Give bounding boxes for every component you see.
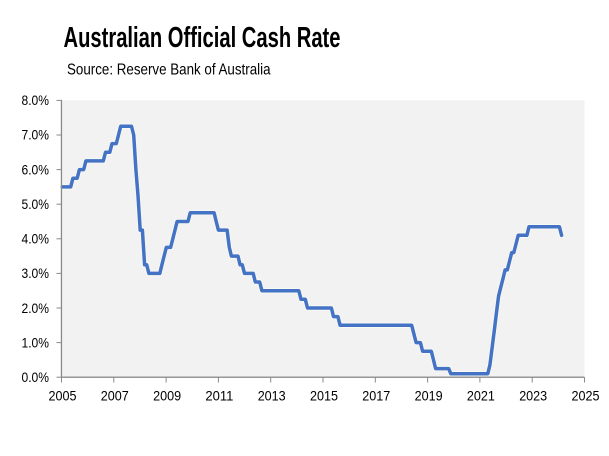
svg-text:3.0%: 3.0% [22,265,50,281]
svg-text:2.0%: 2.0% [22,300,50,316]
svg-text:Australian Official Cash Rate: Australian Official Cash Rate [64,22,341,54]
svg-text:2021: 2021 [467,388,495,404]
svg-text:2019: 2019 [415,388,443,404]
svg-text:2007: 2007 [101,388,129,404]
svg-text:8.0%: 8.0% [22,92,50,108]
svg-text:2025: 2025 [572,388,600,404]
svg-text:2023: 2023 [519,388,547,404]
svg-text:2009: 2009 [153,388,181,404]
svg-text:2013: 2013 [258,388,286,404]
svg-text:2017: 2017 [362,388,390,404]
svg-text:2005: 2005 [49,388,77,404]
svg-text:Source: Reserve Bank of Austra: Source: Reserve Bank of Australia [67,62,271,79]
svg-text:4.0%: 4.0% [22,231,50,247]
svg-text:5.0%: 5.0% [22,196,50,212]
svg-text:6.0%: 6.0% [22,161,50,177]
svg-text:7.0%: 7.0% [22,127,50,143]
svg-text:2015: 2015 [310,388,338,404]
svg-text:0.0%: 0.0% [22,369,50,385]
svg-text:1.0%: 1.0% [22,334,50,350]
svg-text:2011: 2011 [205,388,233,404]
